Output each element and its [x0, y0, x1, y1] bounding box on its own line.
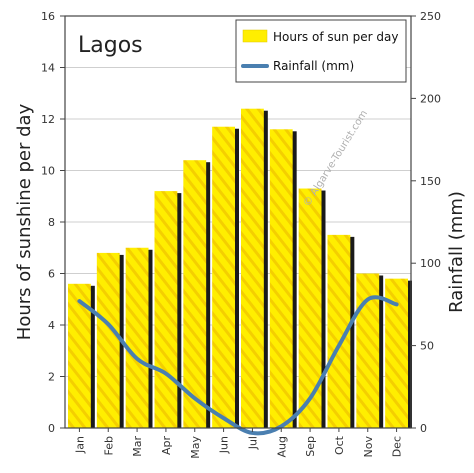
- x-tick-label: Sep: [304, 436, 317, 457]
- y-tick-label: 6: [48, 268, 55, 281]
- x-tick-label: Jun: [218, 436, 231, 454]
- y2-tick-label: 100: [420, 257, 441, 270]
- x-tick-label: Oct: [333, 435, 346, 455]
- y2-tick-label: 0: [420, 422, 427, 435]
- y2-tick-label: 200: [420, 92, 441, 105]
- legend-rain-label: Rainfall (mm): [273, 59, 354, 73]
- chart-title: Lagos: [78, 33, 143, 58]
- y-tick-label: 14: [41, 62, 55, 75]
- sunshine-bar: [385, 278, 408, 428]
- x-tick-label: Nov: [362, 436, 375, 458]
- sunshine-bar: [154, 191, 178, 428]
- sunshine-bar: [327, 234, 351, 428]
- legend-sun-swatch: [242, 29, 268, 43]
- sunshine-bars: [68, 108, 412, 429]
- x-tick-label: Feb: [102, 436, 115, 455]
- x-tick-label: Dec: [391, 436, 404, 457]
- x-tick-label: May: [189, 436, 202, 459]
- x-tick-label: Mar: [131, 436, 144, 457]
- y2-axis-label: Rainfall (mm): [446, 191, 467, 313]
- sunshine-bar: [125, 247, 149, 428]
- legend: Hours of sun per day Rainfall (mm): [235, 19, 407, 83]
- sunshine-bar: [269, 129, 293, 429]
- y-axis-label: Hours of sunshine per day: [14, 103, 35, 340]
- y-tick-label: 12: [41, 113, 55, 126]
- x-tick-label: Aug: [275, 436, 288, 457]
- left-axis-ticks: 0 2 4 6 8 10 12 14 16: [41, 10, 65, 435]
- y2-tick-label: 150: [420, 175, 441, 188]
- y-tick-label: 10: [41, 165, 55, 178]
- sunshine-bar: [96, 252, 120, 428]
- y2-tick-label: 50: [420, 340, 434, 353]
- y-tick-label: 16: [41, 10, 55, 23]
- x-tick-label: Jul: [246, 436, 259, 450]
- x-tick-label: Apr: [160, 436, 173, 456]
- sunshine-bar: [212, 126, 235, 428]
- legend-sun-label: Hours of sun per day: [273, 30, 398, 44]
- x-axis-ticks: Jan Feb Mar Apr May Jun Jul Aug Sep Oct Nov Dec: [73, 428, 404, 459]
- sunshine-bar: [68, 283, 91, 428]
- y-tick-label: 0: [48, 422, 55, 435]
- y2-tick-label: 250: [420, 10, 441, 23]
- y-tick-label: 4: [48, 319, 55, 332]
- rainfall-line: [77, 295, 399, 436]
- sunshine-bar: [183, 160, 207, 428]
- x-tick-label: Jan: [73, 436, 86, 454]
- sunshine-bar: [298, 188, 322, 428]
- right-axis-ticks: 0 50 100 150 200 250: [411, 10, 441, 435]
- sunshine-bar: [241, 108, 264, 428]
- y-tick-label: 8: [48, 216, 55, 229]
- sunshine-bar: [356, 273, 380, 428]
- y-tick-label: 2: [48, 371, 55, 384]
